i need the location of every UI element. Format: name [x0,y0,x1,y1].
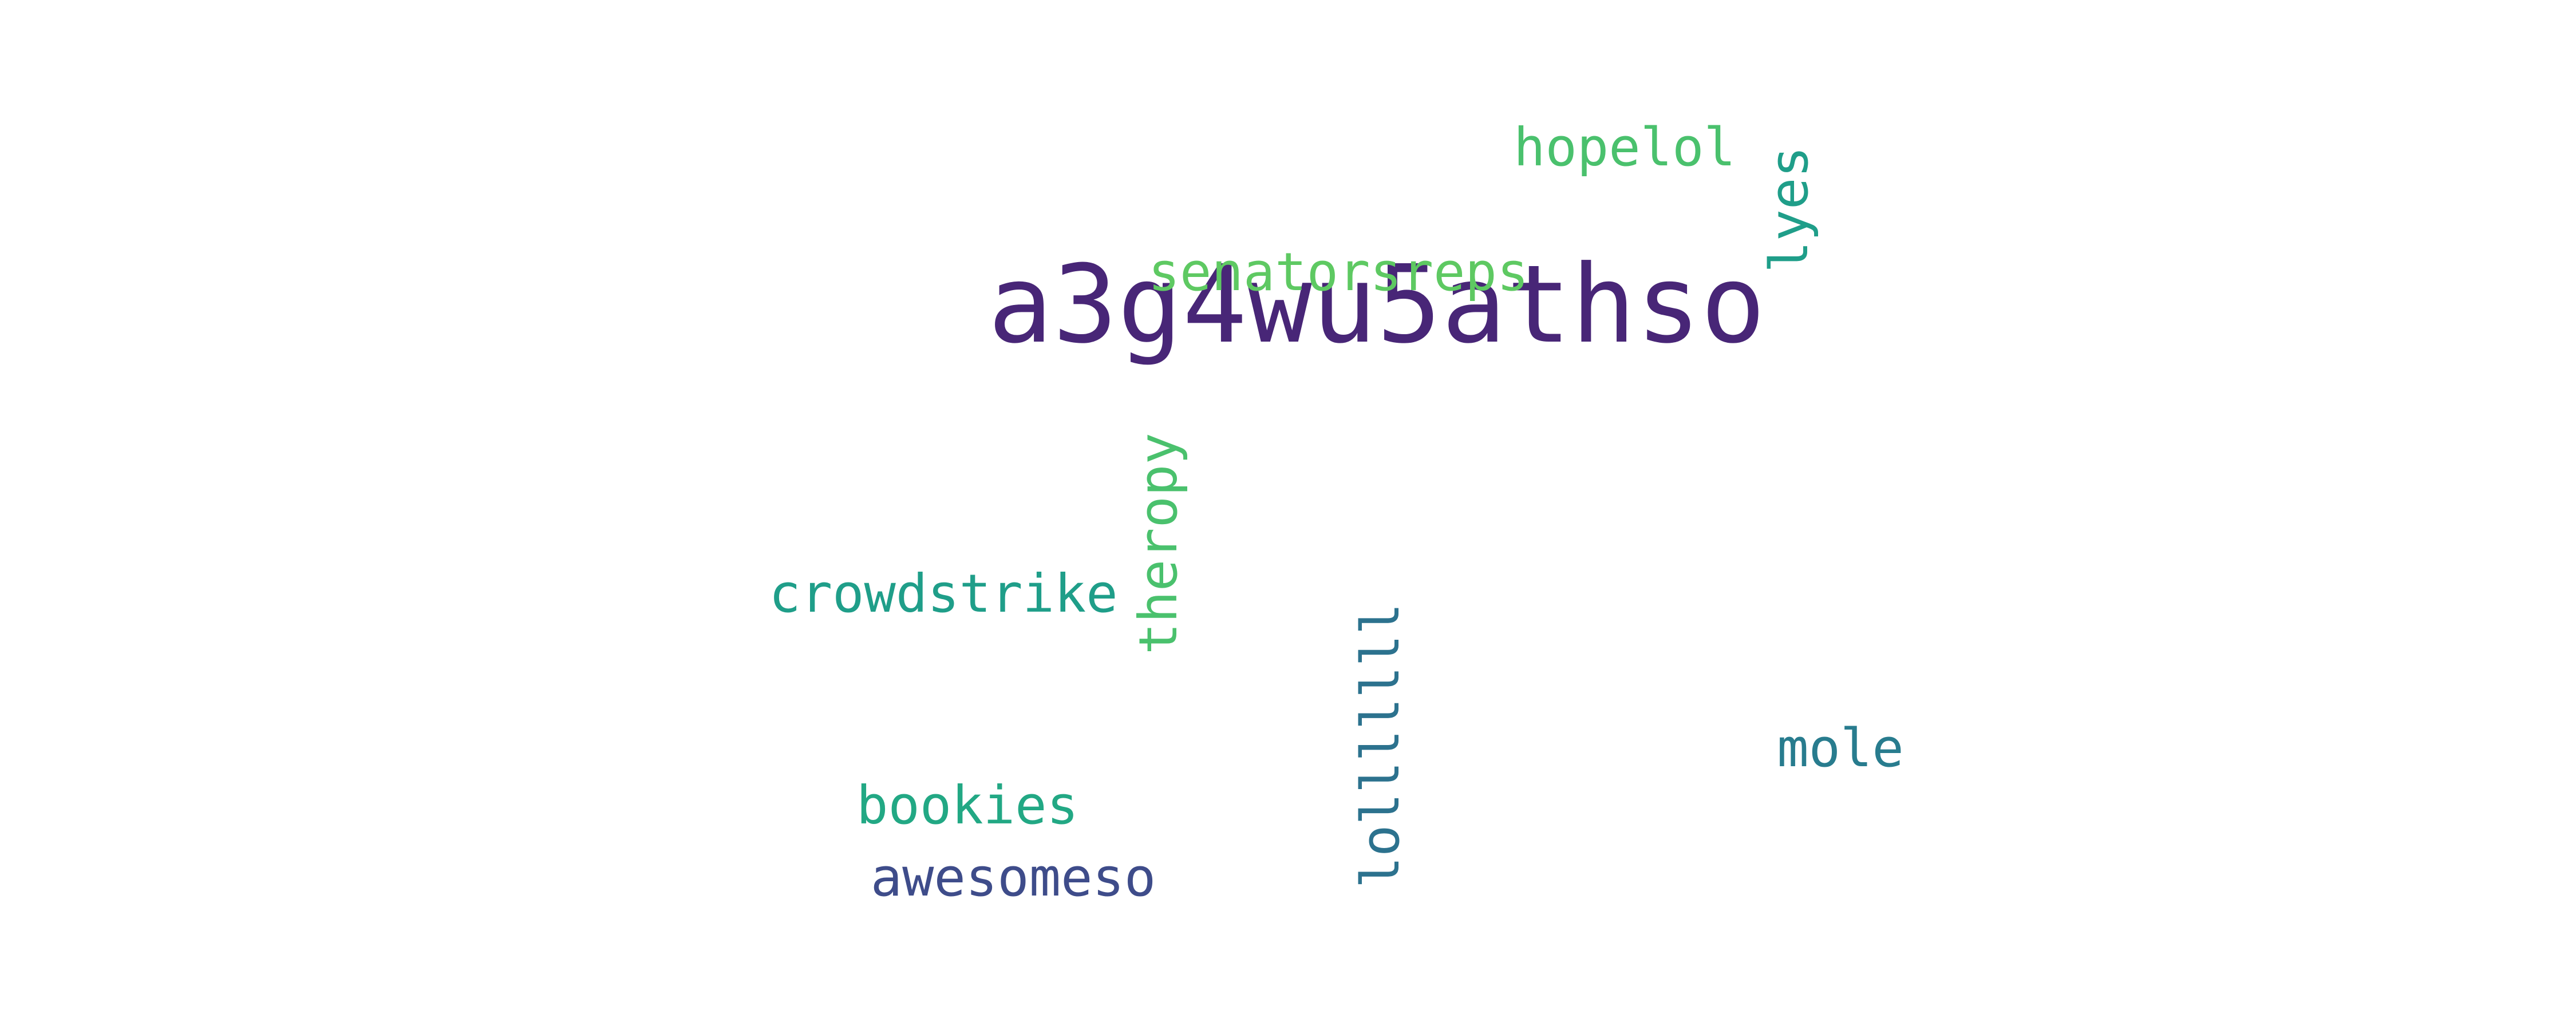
word-theropy: theropy [1128,433,1189,655]
word-lolllllll: lolllllll [1350,603,1411,889]
word-bookies: bookies [856,775,1078,836]
word-a3g4wu5athso: a3g4wu5athso [987,242,1766,367]
word-senatorsreps: senatorsreps [1148,241,1529,303]
word-lyes: lyes [1759,146,1820,273]
word-crowdstrike: crowdstrike [769,563,1118,624]
word-awesomeso: awesomeso [870,847,1156,908]
word-mole: mole [1777,718,1904,779]
word-hopelol: hopelol [1514,117,1736,178]
